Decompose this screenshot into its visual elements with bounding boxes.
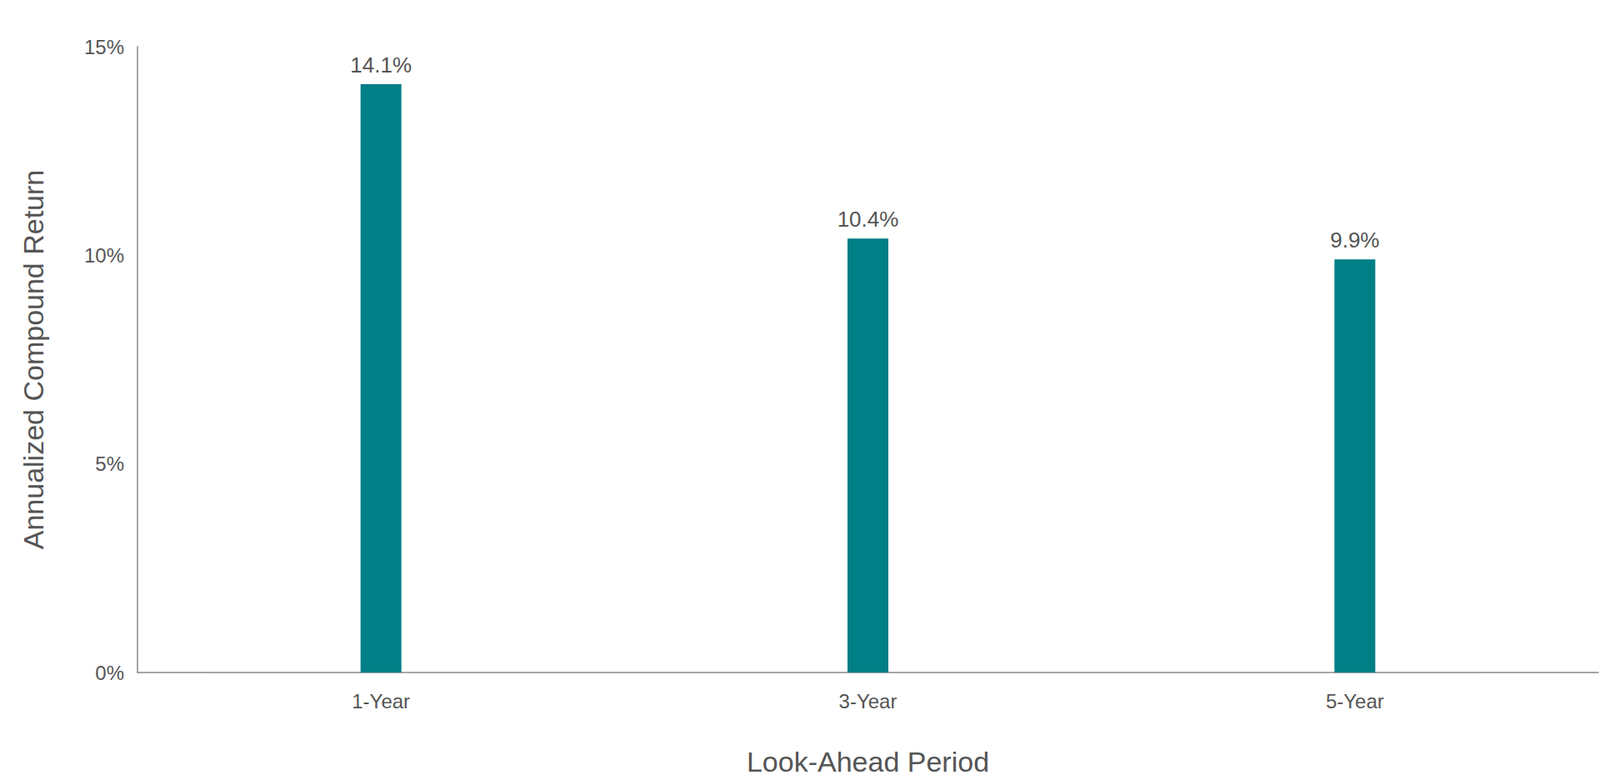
svg-text:Annualized Compound Return: Annualized Compound Return (17, 170, 50, 550)
svg-text:3-Year: 3-Year (839, 690, 898, 713)
svg-text:15%: 15% (84, 35, 125, 59)
svg-text:10%: 10% (84, 244, 125, 267)
svg-text:5-Year: 5-Year (1325, 690, 1385, 713)
svg-text:9.9%: 9.9% (1330, 227, 1380, 253)
svg-text:Look-Ahead Period: Look-Ahead Period (746, 745, 990, 778)
svg-text:14.1%: 14.1% (350, 52, 412, 78)
svg-text:1-Year: 1-Year (351, 690, 410, 713)
svg-text:10.4%: 10.4% (837, 206, 900, 232)
svg-text:5%: 5% (95, 452, 125, 475)
svg-text:0%: 0% (95, 661, 125, 685)
